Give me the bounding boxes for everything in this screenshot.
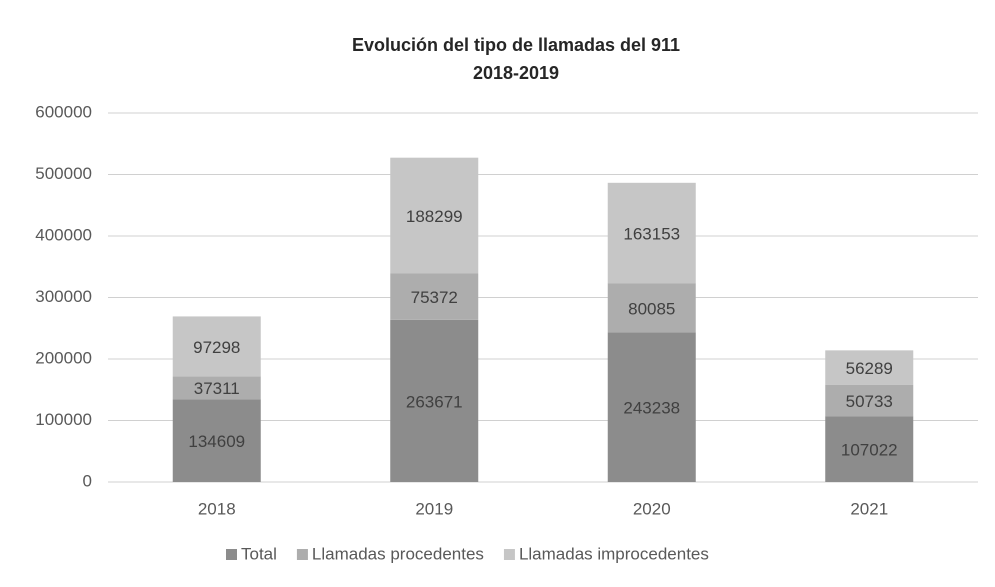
x-tick-label: 2018 bbox=[198, 499, 236, 518]
data-label: 75372 bbox=[411, 288, 458, 307]
bar-segment bbox=[607, 182, 696, 284]
bar-segment bbox=[607, 283, 696, 333]
data-label: 97298 bbox=[193, 338, 240, 357]
data-label: 56289 bbox=[846, 359, 893, 378]
bar-segment bbox=[390, 157, 479, 274]
data-label: 37311 bbox=[194, 379, 240, 398]
y-tick-label: 600000 bbox=[35, 102, 92, 121]
bar-segment bbox=[172, 316, 261, 377]
data-label: 263671 bbox=[406, 392, 463, 411]
y-tick-label: 500000 bbox=[35, 164, 92, 183]
legend-swatch bbox=[296, 549, 308, 560]
chart-subtitle: 2018-2019 bbox=[473, 63, 559, 83]
data-label: 80085 bbox=[628, 299, 675, 318]
y-tick-label: 400000 bbox=[35, 225, 92, 244]
bar-segment bbox=[390, 319, 479, 482]
bar-segment bbox=[825, 350, 914, 385]
y-tick-label: 200000 bbox=[35, 348, 92, 367]
legend-swatch bbox=[503, 549, 515, 560]
legend-label: Llamadas improcedentes bbox=[519, 544, 709, 563]
bar-segment bbox=[825, 416, 914, 482]
bar-segment bbox=[172, 376, 261, 400]
x-tick-label: 2019 bbox=[415, 499, 453, 518]
chart-title: Evolución del tipo de llamadas del 911 bbox=[352, 35, 680, 55]
data-label: 188299 bbox=[406, 207, 463, 226]
x-tick-label: 2021 bbox=[850, 499, 888, 518]
data-label: 107022 bbox=[841, 441, 898, 460]
x-tick-label: 2020 bbox=[633, 499, 671, 518]
data-label: 243238 bbox=[623, 399, 680, 418]
legend-swatch bbox=[226, 549, 237, 560]
bar-segment bbox=[825, 384, 914, 417]
bar-segment bbox=[390, 273, 479, 320]
data-label: 50733 bbox=[846, 392, 893, 411]
bar-segment bbox=[172, 399, 261, 482]
legend-label: Total bbox=[241, 544, 277, 563]
y-tick-label: 300000 bbox=[35, 287, 92, 306]
y-tick-label: 100000 bbox=[35, 410, 92, 429]
data-label: 134609 bbox=[188, 432, 245, 451]
data-label: 163153 bbox=[623, 224, 680, 243]
y-tick-label: 0 bbox=[83, 471, 92, 490]
bar-segment bbox=[607, 332, 696, 482]
legend-label: Llamadas procedentes bbox=[312, 544, 484, 563]
